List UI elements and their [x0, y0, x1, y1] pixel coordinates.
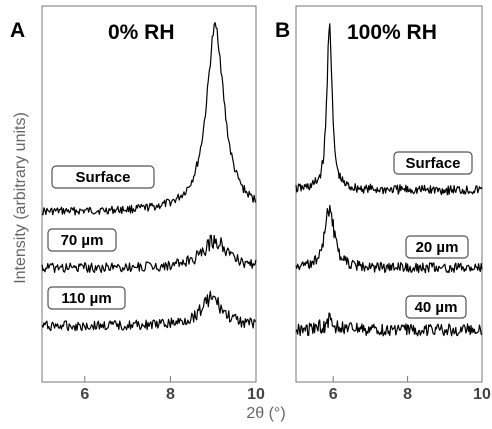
trace-label: Surface — [75, 169, 130, 186]
panel-letter-a: A — [10, 19, 25, 42]
trace-a-0 — [41, 22, 257, 216]
trace-b-0 — [295, 23, 483, 196]
x-tick-label: 6 — [80, 386, 89, 403]
panel-a-x-ticks: 6 8 10 — [80, 376, 265, 403]
x-tick-label: 8 — [403, 386, 412, 403]
x-tick-label: 8 — [166, 386, 175, 403]
trace-label: Surface — [405, 155, 460, 172]
x-axis-title: 2θ (°) — [246, 405, 285, 422]
panel-a-frame — [41, 5, 257, 383]
trace-label-box — [47, 228, 117, 252]
panel-a-trace-labels: Surface 70 µm 110 µm — [47, 165, 155, 310]
trace-b-1 — [295, 204, 483, 274]
x-tick-label: 10 — [247, 386, 265, 403]
panel-b-frame — [295, 5, 483, 383]
trace-label: 40 µm — [415, 299, 458, 316]
trace-a-1 — [41, 234, 257, 274]
panel-letter-b: B — [275, 19, 290, 42]
trace-label-box — [405, 295, 467, 319]
trace-label: 20 µm — [416, 239, 459, 256]
trace-a-2 — [41, 290, 257, 332]
panel-a-title: 0% RH — [108, 21, 175, 44]
panel-b-title: 100% RH — [347, 21, 437, 44]
panel-a-traces — [41, 22, 257, 332]
x-tick-label: 6 — [329, 386, 338, 403]
y-axis-title: Intensity (arbitrary units) — [12, 112, 29, 284]
trace-label-box — [393, 151, 473, 175]
panel-b-x-ticks: 6 8 10 — [329, 376, 491, 403]
trace-label-box — [51, 165, 155, 189]
trace-label: 70 µm — [61, 232, 104, 249]
panel-b-traces — [295, 23, 483, 337]
panel-b: B 100% RH 6 8 10 Surface 20 µm 40 µm — [275, 5, 491, 403]
trace-b-2 — [295, 312, 483, 337]
trace-label: 110 µm — [61, 290, 111, 307]
panel-a: A 0% RH 6 8 10 Surface 70 µm 110 µm — [10, 5, 265, 403]
panel-b-trace-labels: Surface 20 µm 40 µm — [393, 151, 473, 319]
x-tick-label: 10 — [473, 386, 491, 403]
trace-label-box — [405, 235, 469, 259]
trace-label-box — [47, 286, 126, 310]
